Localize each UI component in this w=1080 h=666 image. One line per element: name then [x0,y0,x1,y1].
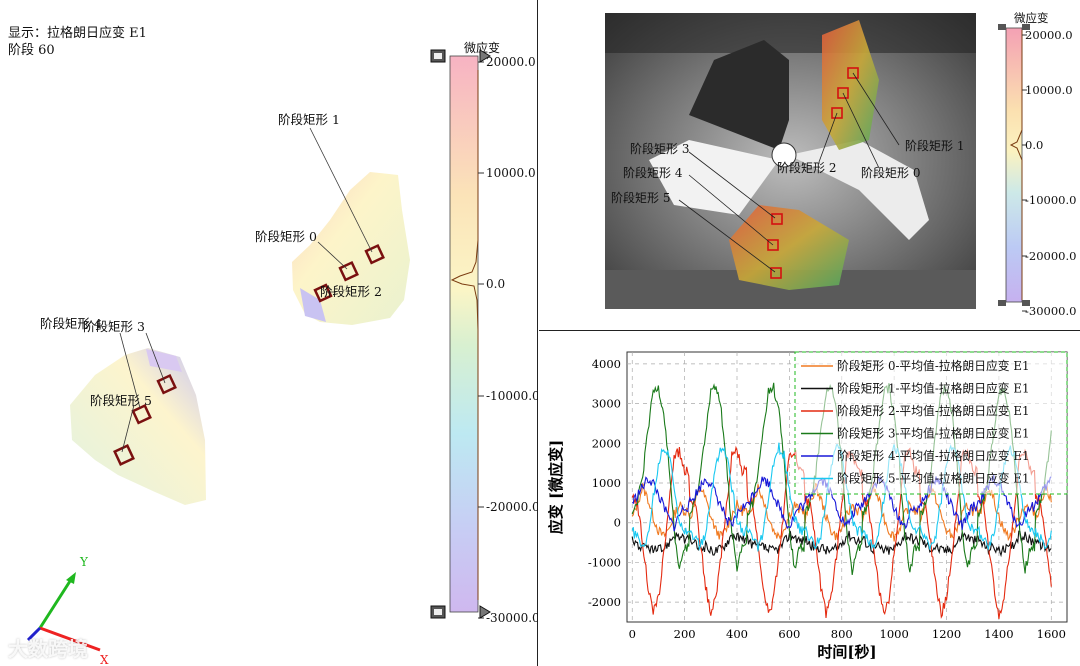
cbar-tick-5: -30000.0 [486,611,538,625]
colorbar-handles[interactable] [430,49,491,619]
watermark: 大数跨境 [8,637,88,661]
x-tick-label: 800 [831,627,853,641]
x-tick-label: 1200 [932,627,961,641]
cbar2-tick-3: -10000.0 [1025,193,1076,207]
legend-box [794,351,1068,495]
legend-label-1: 阶段矩形 1-平均值-拉格朗日应变 E1 [837,382,1029,396]
y-tick-label: 1000 [592,476,621,490]
cbar-tick-0: 20000.0 [486,55,536,69]
strain-time-chart: 0 200 400 600 800 1000 1200 1400 1600 -2000 -1000 0… [547,351,1068,661]
chart-ylabel: 应变 [微应变] [547,440,565,534]
y-tick-label: 2000 [592,436,621,450]
map-label-rect-5: 阶段矩形 5 [90,393,152,408]
y-tick-label: -1000 [588,555,621,569]
cbar-tick-3: -10000.0 [486,389,538,403]
strain-region-lower [70,348,206,505]
y-tick-label: -2000 [588,595,621,609]
cbar-tick-1: 10000.0 [486,166,536,180]
photo-label-rect-2: 阶段矩形 2 [777,160,836,175]
colorbar-photo [1005,27,1023,303]
strain-overlay-bottom [729,205,849,290]
photo-label-rect-5: 阶段矩形 5 [611,190,670,205]
colorbar-photo-handles[interactable] [998,24,1030,306]
map-label-rect-2: 阶段矩形 2 [320,284,382,299]
legend-label-4: 阶段矩形 4-平均值-拉格朗日应变 E1 [837,449,1029,463]
x-tick-label: 600 [778,627,800,641]
legend-label-5: 阶段矩形 5-平均值-拉格朗日应变 E1 [837,472,1029,486]
x-tick-label: 1000 [880,627,909,641]
legend-label-2: 阶段矩形 2-平均值-拉格朗日应变 E1 [837,404,1029,418]
x-tick-label: 1600 [1037,627,1066,641]
axis-triad: Y X [26,555,109,666]
y-tick-label: 0 [614,516,621,530]
stage-label: 阶段 60 [8,43,55,58]
map-label-rect-4: 阶段矩形 4 [40,316,102,331]
legend-label-3: 阶段矩形 3-平均值-拉格朗日应变 E1 [837,427,1029,441]
x-tick-label: 400 [726,627,748,641]
colorbar-title-map: 微应变 [464,40,500,55]
map-label-rect-0: 阶段矩形 0 [255,229,317,244]
axis-x-label: X [100,653,109,666]
strain-time-chart-panel: 0 200 400 600 800 1000 1200 1400 1600 -2000 -1000 0… [539,332,1080,666]
strain-map-canvas: 阶段矩形 1 阶段矩形 0 阶段矩形 2 阶段矩形 4 阶段矩形 3 阶段矩形 … [26,40,538,666]
cbar2-tick-2: 0.0 [1025,138,1043,152]
legend-label-0: 阶段矩形 0-平均值-拉格朗日应变 E1 [837,359,1029,373]
stage-rectangles-photo [767,67,859,279]
display-label: 显示：拉格朗日应变 E1 [8,26,147,41]
map-label-rect-3: 阶段矩形 3 [83,319,145,334]
photo-label-rect-1: 阶段矩形 1 [905,138,964,153]
x-tick-label: 200 [674,627,696,641]
strain-map-panel: 显示：拉格朗日应变 E1 阶段 60 [0,0,538,666]
photo-label-rect-0: 阶段矩形 0 [861,165,920,180]
photo-label-rect-4: 阶段矩形 4 [623,165,683,180]
x-tick-label: 1400 [984,627,1013,641]
x-tick-label: 0 [629,627,636,641]
y-tick-label: 3000 [592,397,621,411]
colorbar-map [449,55,479,613]
cbar2-tick-1: 10000.0 [1025,83,1073,97]
map-label-rect-1: 阶段矩形 1 [278,112,340,127]
cbar-tick-4: -20000.0 [486,500,538,514]
photo-label-rect-3: 阶段矩形 3 [630,141,689,156]
y-tick-label: 4000 [592,357,621,371]
camera-view-canvas: 阶段矩形 3 阶段矩形 4 阶段矩形 5 阶段矩形 2 阶段矩形 0 阶段矩形 … [605,11,1076,318]
colorbar-title-photo: 微应变 [1014,11,1049,25]
camera-view-panel: 阶段矩形 3 阶段矩形 4 阶段矩形 5 阶段矩形 2 阶段矩形 0 阶段矩形 … [539,0,1080,331]
stage-rectangles-map [113,243,385,466]
cbar2-tick-4: -20000.0 [1025,249,1076,263]
colorbar-histogram [450,70,479,600]
chart-xlabel: 时间[秒] [817,643,876,661]
axis-y-label: Y [79,555,89,569]
leader-lines-map [119,127,373,453]
series-line-0 [631,482,1052,542]
series-line-4 [631,474,1052,532]
cbar-tick-2: 0.0 [486,277,505,291]
cbar2-tick-0: 20000.0 [1025,28,1073,42]
cbar2-tick-5: -30000.0 [1025,304,1076,318]
series-line-1 [631,530,1052,558]
